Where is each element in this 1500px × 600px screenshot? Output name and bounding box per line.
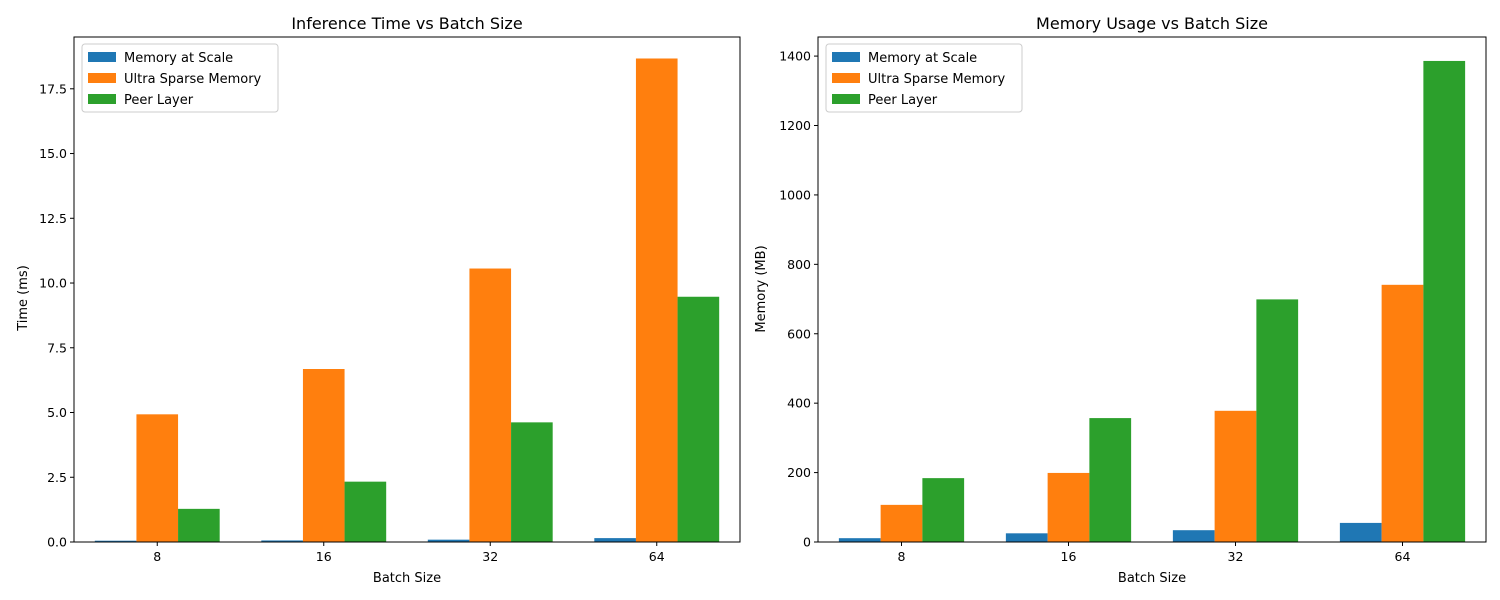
bars-group — [94, 58, 720, 542]
legend-swatch — [88, 73, 116, 83]
y-tick-label: 10.0 — [39, 276, 67, 291]
bar-ultra-sparse-memory-8 — [136, 414, 179, 542]
bar-peer-layer-8 — [922, 478, 965, 542]
y-tick-label: 7.5 — [47, 340, 67, 355]
x-axis-label: Batch Size — [373, 571, 441, 586]
y-tick-label: 1400 — [779, 49, 811, 64]
bar-ultra-sparse-memory-16 — [1047, 472, 1090, 542]
bar-ultra-sparse-memory-32 — [469, 268, 512, 542]
chart-title: Memory Usage vs Batch Size — [1036, 14, 1268, 33]
plot-frame — [73, 36, 741, 543]
legend-swatch — [832, 73, 860, 83]
legend-label: Ultra Sparse Memory — [868, 72, 1006, 87]
chart-title: Inference Time vs Batch Size — [291, 14, 522, 33]
y-tick-label: 12.5 — [39, 211, 67, 226]
y-axis-label: Time (ms) — [16, 265, 31, 332]
ticks-group: 8 16 32 64 0.0 2.5 5.0 7.5 10.0 12.5 15.0 17.5 — [39, 81, 665, 564]
x-tick-label: 8 — [153, 549, 161, 564]
legend: Memory at Scale Ultra Sparse Memory Peer L… — [825, 43, 1023, 113]
bar-peer-layer-64 — [677, 296, 720, 542]
bar-memory-at-scale-8 — [838, 538, 881, 542]
x-tick-label: 64 — [649, 549, 665, 564]
y-tick-label: 5.0 — [47, 405, 67, 420]
legend-label: Memory at Scale — [868, 51, 977, 66]
bar-peer-layer-32 — [1256, 299, 1299, 542]
bar-memory-at-scale-32 — [1172, 530, 1215, 542]
bars-group — [838, 60, 1466, 542]
x-tick-label: 16 — [316, 549, 332, 564]
bar-peer-layer-8 — [178, 508, 220, 542]
y-tick-label: 15.0 — [39, 146, 67, 161]
ticks-group: 8 16 32 64 0 200 400 600 800 1000 1200 1400 — [779, 49, 1410, 564]
bar-peer-layer-16 — [1089, 418, 1132, 542]
legend-box — [825, 43, 1023, 113]
memory-usage-chart: Memory Usage vs Batch Size Batch Size Me… — [754, 14, 1487, 586]
legend-label: Peer Layer — [868, 93, 938, 108]
bar-memory-at-scale-16 — [1005, 533, 1048, 542]
y-tick-label: 600 — [787, 326, 811, 341]
y-tick-label: 0 — [803, 535, 811, 550]
x-axis-label: Batch Size — [1118, 571, 1186, 586]
y-tick-label: 800 — [787, 257, 811, 272]
inference-time-chart: Inference Time vs Batch Size Batch Size … — [16, 14, 741, 586]
bar-peer-layer-16 — [344, 481, 387, 542]
bar-ultra-sparse-memory-64 — [635, 58, 678, 542]
bar-ultra-sparse-memory-8 — [880, 504, 923, 542]
legend-swatch — [832, 94, 860, 104]
x-tick-label: 16 — [1061, 549, 1077, 564]
bar-memory-at-scale-32 — [427, 539, 470, 542]
x-tick-label: 8 — [898, 549, 906, 564]
bar-peer-layer-32 — [511, 422, 553, 542]
x-tick-label: 64 — [1395, 549, 1411, 564]
legend-label: Ultra Sparse Memory — [124, 72, 262, 87]
bar-ultra-sparse-memory-16 — [302, 369, 345, 542]
y-tick-label: 0.0 — [47, 535, 67, 550]
x-tick-label: 32 — [1228, 549, 1244, 564]
plot-frame — [817, 36, 1487, 543]
bar-memory-at-scale-64 — [594, 538, 636, 542]
legend-label: Memory at Scale — [124, 51, 233, 66]
y-tick-label: 400 — [787, 396, 811, 411]
y-tick-label: 17.5 — [39, 81, 67, 96]
y-tick-label: 2.5 — [47, 470, 67, 485]
bar-memory-at-scale-8 — [94, 540, 137, 542]
legend-swatch — [88, 94, 116, 104]
legend: Memory at Scale Ultra Sparse Memory Peer L… — [81, 43, 279, 113]
y-tick-label: 1200 — [779, 118, 811, 133]
y-tick-label: 200 — [787, 465, 811, 480]
bar-memory-at-scale-16 — [261, 540, 303, 542]
y-tick-label: 1000 — [779, 187, 811, 202]
legend-label: Peer Layer — [124, 93, 194, 108]
bar-ultra-sparse-memory-64 — [1381, 284, 1424, 542]
bar-memory-at-scale-64 — [1339, 522, 1382, 542]
legend-swatch — [832, 52, 860, 62]
legend-swatch — [88, 52, 116, 62]
legend-box — [81, 43, 279, 113]
bar-ultra-sparse-memory-32 — [1214, 410, 1257, 542]
x-tick-label: 32 — [482, 549, 498, 564]
bar-peer-layer-64 — [1423, 60, 1466, 542]
y-axis-label: Memory (MB) — [754, 245, 769, 332]
